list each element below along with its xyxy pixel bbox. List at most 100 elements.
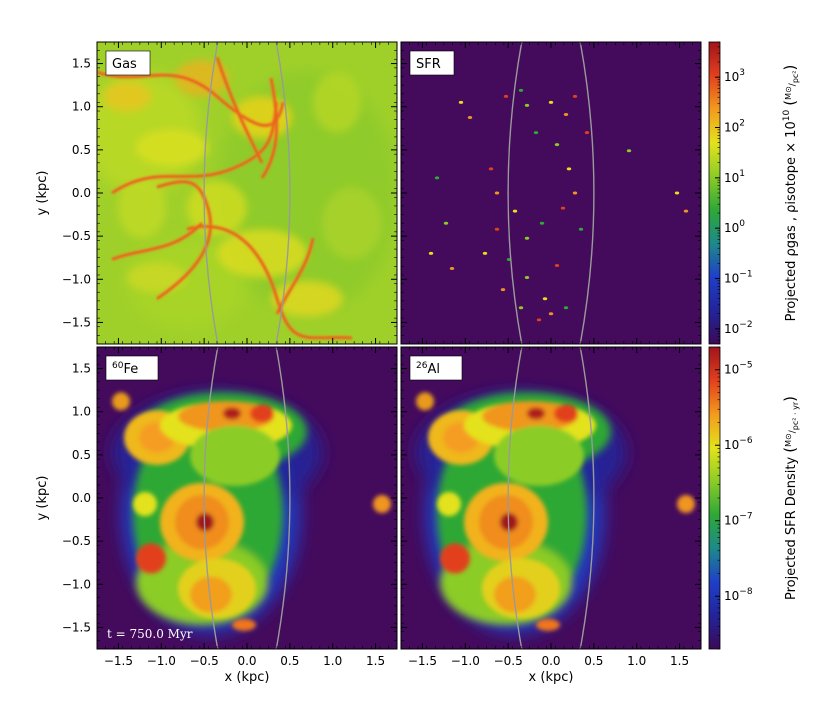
tick-base: 10 xyxy=(724,363,739,377)
sfr-spot xyxy=(503,94,509,98)
colorbar-bottom: 10−510−610−710−8 Projected SFR Density (M… xyxy=(708,346,800,650)
isotope-bubble xyxy=(190,425,280,486)
panel-fe60 xyxy=(97,347,397,649)
isotope-bubble xyxy=(416,392,434,411)
sfr-spot xyxy=(443,221,449,225)
gas-filaments xyxy=(97,56,353,340)
tick-base: 10 xyxy=(724,70,739,84)
sfr-spot xyxy=(482,251,488,255)
isotope-bubble xyxy=(250,404,274,423)
unit-paren-close: ) xyxy=(781,396,799,402)
isotope-bubble xyxy=(536,618,560,631)
y-tick-label: 1.5 xyxy=(72,362,91,376)
isotope-bubble xyxy=(112,392,130,411)
x-tick-label: −1.0 xyxy=(451,654,480,668)
gas-clump xyxy=(118,177,166,239)
tick-exponent: 1 xyxy=(739,169,745,179)
panel-sfr xyxy=(401,42,701,344)
axes: −1.5 −1.0 −0.5 0.0 0.5 1.0 1.5 −1.5 −1.0 −0.5 0.0 0… xyxy=(62,41,702,668)
sfr-spot xyxy=(524,276,530,280)
gas-clump xyxy=(322,186,382,260)
y-axis-label-top: y (kpc) xyxy=(35,171,50,216)
unit-denominator: pc² · yr xyxy=(791,401,800,430)
sfr-spot xyxy=(572,191,578,195)
x-tick-label: −1.5 xyxy=(104,654,133,668)
colorbar-label: Projected SFR Density (M⊙/pc² · yr) xyxy=(781,396,800,600)
sfr-spot xyxy=(458,100,464,104)
sfr-spot xyxy=(494,191,500,195)
guide-arc xyxy=(579,42,595,344)
y-tick-label: −0.5 xyxy=(62,229,91,243)
unit-paren-open: ( xyxy=(781,100,799,106)
sfr-spot xyxy=(683,209,689,213)
x-tick-label: 1.0 xyxy=(627,654,646,668)
tick-base: 10 xyxy=(724,589,739,603)
tick-base: 10 xyxy=(724,221,739,235)
guide-arc xyxy=(507,347,523,649)
panel-label-element: Fe xyxy=(123,362,138,377)
x-axis-label-right: x (kpc) xyxy=(529,670,574,685)
tick-exponent: −7 xyxy=(739,512,752,522)
unit-denominator: pc² xyxy=(791,70,800,83)
sfr-spot xyxy=(566,167,572,171)
isotope-bubble xyxy=(494,425,584,486)
guide-arc xyxy=(275,347,291,649)
sfr-spot xyxy=(524,103,530,107)
sfr-spot xyxy=(578,227,584,231)
panels: Gas SFR 60Fe 26Al xyxy=(97,42,701,649)
unit-numerator: M⊙ xyxy=(784,86,793,100)
colorbar-tick-label: 102 xyxy=(724,119,745,135)
colorbar-tick-label: 10−6 xyxy=(724,436,753,452)
gas-clump xyxy=(103,81,151,112)
sfr-spot xyxy=(548,312,554,316)
y-tick-label: −1.5 xyxy=(62,620,91,634)
sfr-spot xyxy=(524,236,530,240)
guide-arc xyxy=(275,42,291,344)
y-tick-label: 0.5 xyxy=(72,448,91,462)
gas-clump xyxy=(127,262,187,293)
sfr-spot xyxy=(626,149,632,153)
colorbar-tick-label: 100 xyxy=(724,219,745,235)
sfr-spot xyxy=(428,251,434,255)
sfr-spot xyxy=(536,318,542,322)
tick-exponent: −1 xyxy=(739,270,752,280)
isotope-bubble xyxy=(677,494,695,514)
panel-label: Gas xyxy=(112,57,137,72)
panel-label: SFR xyxy=(416,57,441,72)
gas-filament-core xyxy=(156,180,212,300)
x-tick-label: −0.5 xyxy=(494,654,523,668)
sfr-spot xyxy=(563,112,569,116)
sfr-spot xyxy=(533,131,539,135)
sfr-spot xyxy=(467,116,473,119)
tick-base: 10 xyxy=(724,322,739,336)
panel-al26 xyxy=(401,347,701,649)
y-tick-label: 0.0 xyxy=(72,186,91,200)
gas-clump xyxy=(217,229,307,278)
x-tick-label: 1.5 xyxy=(670,654,689,668)
tick-exponent: 2 xyxy=(739,119,745,129)
sfr-spot xyxy=(494,227,500,231)
tick-base: 10 xyxy=(724,438,739,452)
sfr-spot xyxy=(674,191,680,195)
isotope-bubble xyxy=(373,494,391,514)
gas-filament-core xyxy=(111,102,278,194)
tick-exponent: 3 xyxy=(739,68,745,78)
guide-arc xyxy=(579,347,595,649)
tick-exponent: −2 xyxy=(739,320,752,330)
colorbar-label: Projected ρgas , ρisotope × 1010 (M⊙/pc²… xyxy=(781,65,800,322)
x-tick-label: 0.0 xyxy=(541,654,560,668)
guide-arc xyxy=(203,347,219,649)
gas-region xyxy=(127,238,247,329)
y-tick-label: 1.0 xyxy=(72,405,91,419)
sfr-spot xyxy=(449,267,455,270)
panel-label-superscript: 26 xyxy=(416,361,428,371)
gas-filament-core xyxy=(186,225,353,339)
sfr-spot xyxy=(488,167,494,171)
colorbar-tick-label: 103 xyxy=(724,68,745,84)
tick-base: 10 xyxy=(724,171,739,185)
y-axis-label-bottom: y (kpc) xyxy=(35,476,50,521)
tick-base: 10 xyxy=(724,272,739,286)
